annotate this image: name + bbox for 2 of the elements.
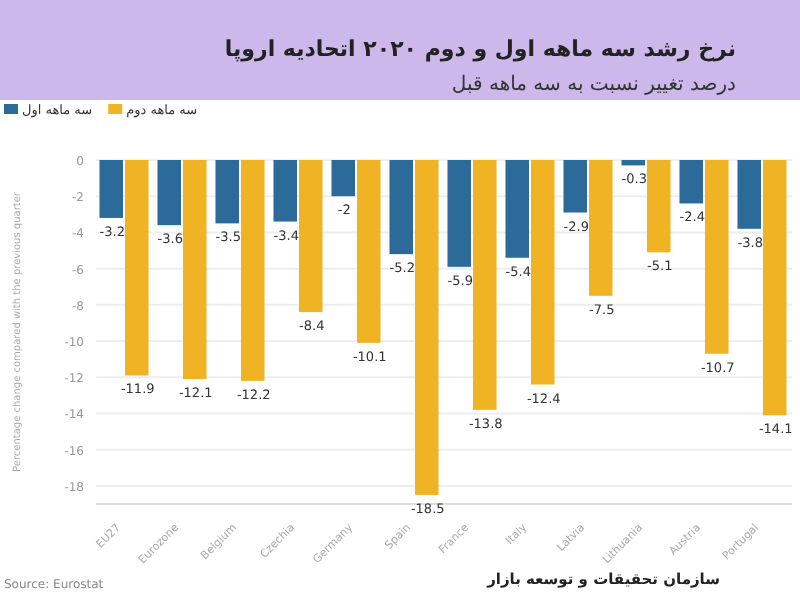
chart-subtitle: درصد تغییر نسبت به سه ماهه قبل <box>451 74 736 96</box>
chart-title: نرخ رشد سه ماهه اول و دوم ۲۰۲۰ اتحادیه اروپا <box>224 36 736 62</box>
